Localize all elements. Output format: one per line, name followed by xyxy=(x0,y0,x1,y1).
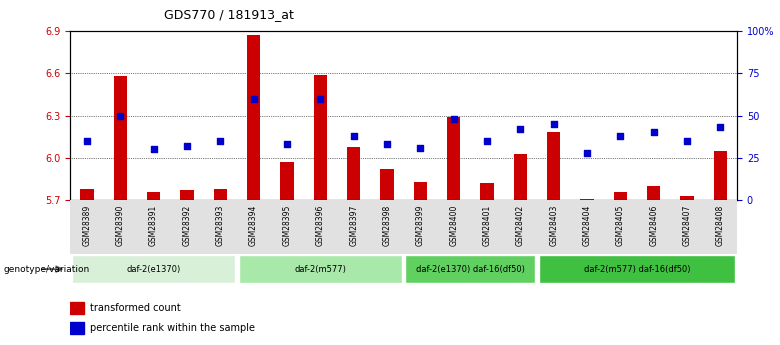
Bar xyxy=(204,200,237,254)
Text: percentile rank within the sample: percentile rank within the sample xyxy=(90,323,255,333)
Point xyxy=(614,133,626,139)
Point xyxy=(147,147,160,152)
Text: GSM28401: GSM28401 xyxy=(483,204,491,246)
Bar xyxy=(437,200,470,254)
Point xyxy=(281,141,293,147)
Text: daf-2(e1370): daf-2(e1370) xyxy=(126,265,181,274)
Text: GSM28390: GSM28390 xyxy=(115,204,125,246)
Point xyxy=(647,130,660,135)
Point xyxy=(214,138,226,144)
FancyBboxPatch shape xyxy=(539,255,736,283)
Bar xyxy=(704,200,737,254)
Point xyxy=(347,133,360,139)
Text: GSM28396: GSM28396 xyxy=(316,204,324,246)
FancyBboxPatch shape xyxy=(72,255,236,283)
Bar xyxy=(580,199,594,200)
Text: GSM28408: GSM28408 xyxy=(716,204,725,246)
Bar xyxy=(104,200,137,254)
Bar xyxy=(180,190,193,200)
Bar xyxy=(447,117,460,200)
Bar xyxy=(514,154,527,200)
Point xyxy=(448,116,460,122)
Bar xyxy=(480,183,494,200)
Text: GSM28399: GSM28399 xyxy=(416,204,425,246)
Point xyxy=(80,138,93,144)
Bar xyxy=(314,75,327,200)
Point xyxy=(381,141,393,147)
Bar xyxy=(214,189,227,200)
Bar xyxy=(670,200,704,254)
Bar xyxy=(381,169,394,200)
Bar xyxy=(80,189,94,200)
Text: GSM28403: GSM28403 xyxy=(549,204,558,246)
Text: GSM28395: GSM28395 xyxy=(282,204,292,246)
Bar xyxy=(570,200,604,254)
Text: daf-2(m577): daf-2(m577) xyxy=(294,265,346,274)
Bar xyxy=(147,192,160,200)
Point xyxy=(114,113,126,118)
Text: GSM28391: GSM28391 xyxy=(149,204,158,246)
Text: GSM28406: GSM28406 xyxy=(649,204,658,246)
Text: GSM28392: GSM28392 xyxy=(183,204,191,246)
Point xyxy=(480,138,493,144)
Bar xyxy=(270,200,303,254)
Bar xyxy=(337,200,370,254)
Point xyxy=(581,150,594,156)
FancyBboxPatch shape xyxy=(239,255,402,283)
Bar xyxy=(70,322,83,334)
Bar xyxy=(237,200,270,254)
Text: daf-2(m577) daf-16(df50): daf-2(m577) daf-16(df50) xyxy=(583,265,690,274)
Text: GSM28393: GSM28393 xyxy=(216,204,225,246)
Bar xyxy=(614,192,627,200)
Text: GSM28404: GSM28404 xyxy=(583,204,591,246)
FancyBboxPatch shape xyxy=(406,255,535,283)
Bar xyxy=(413,182,427,200)
Point xyxy=(247,96,260,101)
Bar xyxy=(70,200,104,254)
Bar xyxy=(247,35,261,200)
Bar xyxy=(680,196,693,200)
Bar xyxy=(604,200,637,254)
Point xyxy=(548,121,560,127)
Bar xyxy=(303,200,337,254)
Bar xyxy=(537,200,570,254)
Point xyxy=(314,96,327,101)
Text: genotype/variation: genotype/variation xyxy=(4,265,90,274)
Bar xyxy=(547,132,560,200)
Text: GSM28397: GSM28397 xyxy=(349,204,358,246)
Bar xyxy=(637,200,670,254)
Point xyxy=(514,126,526,132)
Text: daf-2(e1370) daf-16(df50): daf-2(e1370) daf-16(df50) xyxy=(416,265,525,274)
Bar xyxy=(347,147,360,200)
Bar xyxy=(280,162,293,200)
Text: transformed count: transformed count xyxy=(90,303,181,313)
Text: GSM28407: GSM28407 xyxy=(682,204,692,246)
Bar xyxy=(714,151,727,200)
Point xyxy=(181,143,193,149)
Point xyxy=(714,125,727,130)
Bar xyxy=(114,76,127,200)
Text: GSM28389: GSM28389 xyxy=(83,204,91,246)
Bar xyxy=(370,200,403,254)
Bar xyxy=(70,302,83,314)
Bar xyxy=(504,200,537,254)
Point xyxy=(681,138,693,144)
Text: GSM28405: GSM28405 xyxy=(616,204,625,246)
Bar xyxy=(137,200,170,254)
Bar xyxy=(170,200,204,254)
Bar xyxy=(403,200,437,254)
Text: GSM28398: GSM28398 xyxy=(382,204,392,246)
Point xyxy=(414,145,427,150)
Text: GSM28394: GSM28394 xyxy=(249,204,258,246)
Text: GSM28400: GSM28400 xyxy=(449,204,458,246)
Bar xyxy=(470,200,504,254)
Text: GDS770 / 181913_at: GDS770 / 181913_at xyxy=(164,8,294,21)
Text: GSM28402: GSM28402 xyxy=(516,204,525,246)
Bar xyxy=(647,186,661,200)
